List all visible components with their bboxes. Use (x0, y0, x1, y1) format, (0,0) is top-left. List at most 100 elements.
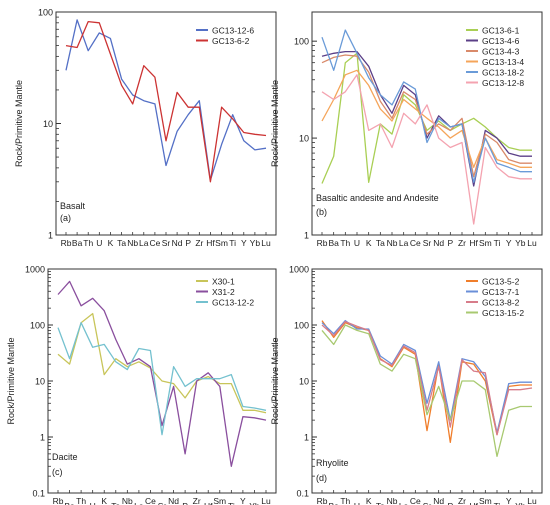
x-tick-label: Ti (229, 238, 236, 248)
x-tick-label: Nd (433, 496, 444, 505)
legend-label: GC13-5-2 (482, 277, 520, 287)
panel-label: (b) (316, 207, 327, 217)
x-tick-label: Yb (249, 501, 260, 505)
panel-c: 0.1 1 10 100 1000 Rock/Primitive Mantle RbBaTh… (6, 265, 277, 505)
y-axis-label: Rock/Primitive Mantle (6, 337, 16, 424)
y-tick-label: 10 (299, 377, 309, 387)
x-tick-label: Lu (527, 238, 537, 248)
x-tick-label: Th (340, 238, 350, 248)
x-tick-label: Nd (172, 238, 183, 248)
x-tick-label: Y (240, 496, 246, 505)
legend-label: GC13-12-2 (212, 298, 254, 308)
series-line-gc13-6-2 (65, 20, 267, 183)
y-tick-label: 100 (294, 321, 309, 331)
y-tick-label: 10 (43, 119, 53, 129)
rock-type-label: Dacite (52, 452, 78, 462)
x-tick-label: Ti (494, 501, 501, 505)
y-tick-label: 100 (294, 37, 309, 47)
legend-label: GC13-18-2 (482, 68, 524, 78)
x-tick-label: Zr (458, 496, 466, 505)
series-line-gc13-7-1 (321, 319, 532, 434)
x-tick-label: Sr (423, 501, 432, 505)
y-tick-label: 1000 (289, 265, 309, 275)
series-line-gc13-13-4 (321, 69, 532, 168)
x-tick-label: Yb (250, 238, 261, 248)
series-line-x30-1 (57, 312, 267, 414)
x-tick-label: Sm (215, 238, 228, 248)
x-tick-label: U (354, 501, 360, 505)
legend-label: GC13-8-2 (482, 298, 520, 308)
y-tick-label: 100 (38, 8, 53, 18)
x-tick-label: Sr (423, 238, 432, 248)
y-axis-label: Rock/Primitive Mantle (270, 337, 280, 424)
x-tick-label: P (185, 238, 191, 248)
x-tick-label: Ti (228, 501, 235, 505)
x-tick-label: Y (506, 496, 512, 505)
x-tick-label: Ce (410, 496, 421, 505)
legend-label: GC13-13-4 (482, 57, 524, 67)
x-tick-label: Rb (53, 496, 64, 505)
x-tick-label: Th (76, 496, 86, 505)
y-tick-label: 0.1 (296, 489, 309, 499)
x-tick-label: Y (241, 238, 247, 248)
series-line-gc13-5-2 (321, 320, 532, 444)
x-tick-label: La (399, 501, 409, 505)
series-line-gc13-15-2 (321, 324, 532, 458)
x-tick-label: Lu (261, 238, 271, 248)
legend-label: GC13-12-8 (482, 78, 524, 88)
legend-label: GC13-6-1 (482, 26, 520, 36)
x-tick-label: Ta (111, 501, 120, 505)
x-tick-label: Ti (494, 238, 501, 248)
x-tick-label: Rb (317, 496, 328, 505)
x-tick-label: K (108, 238, 114, 248)
x-tick-label: Lu (261, 496, 271, 505)
y-tick-label: 100 (30, 321, 45, 331)
x-tick-label: Sm (213, 496, 226, 505)
x-tick-label: Nb (387, 238, 398, 248)
x-tick-label: La (399, 238, 409, 248)
panel-label: (a) (60, 213, 71, 223)
rock-type-label: Basalt (60, 201, 86, 211)
x-tick-label: Sr (162, 238, 171, 248)
series-line-gc13-4-6 (321, 50, 532, 187)
y-tick-label: 10 (35, 377, 45, 387)
x-tick-label: La (139, 238, 149, 248)
x-tick-label: Zr (195, 238, 203, 248)
x-tick-label: Rb (61, 238, 72, 248)
x-tick-label: Ce (145, 496, 156, 505)
x-tick-label: Ba (64, 501, 75, 505)
x-tick-label: Nb (387, 496, 398, 505)
legend-label: GC13-12-6 (212, 26, 254, 36)
y-axis-label: Rock/Primitive Mantle (270, 80, 280, 167)
y-tick-label: 1000 (25, 265, 45, 275)
series-line-gc13-4-3 (321, 54, 532, 178)
y-tick-label: 0.1 (32, 489, 45, 499)
legend-label: GC13-4-3 (482, 47, 520, 57)
y-axis-label: Rock/Primitive Mantle (14, 80, 24, 167)
x-tick-label: Sr (158, 501, 167, 505)
series-line-gc13-12-8 (321, 74, 532, 225)
x-tick-label: Y (506, 238, 512, 248)
series-line-gc13-12-6 (65, 19, 267, 181)
rock-type-label: Basaltic andesite and Andesite (316, 193, 439, 203)
rock-type-label: Rhyolite (316, 458, 349, 468)
legend-label: GC13-15-2 (482, 308, 524, 318)
x-tick-label: Lu (527, 496, 537, 505)
x-tick-label: Nd (168, 496, 179, 505)
legend-label: X30-1 (212, 277, 235, 287)
x-tick-label: Hf (206, 238, 215, 248)
legend-label: GC13-4-6 (482, 36, 520, 46)
x-tick-label: Th (83, 238, 93, 248)
legend-label: GC13-7-1 (482, 287, 520, 297)
x-tick-label: Th (340, 496, 350, 505)
x-tick-label: Yb (515, 501, 526, 505)
x-tick-label: K (366, 238, 372, 248)
y-tick-label: 10 (299, 134, 309, 144)
y-tick-label: 1 (48, 231, 53, 241)
x-tick-label: Hf (204, 501, 213, 505)
x-tick-label: Ce (149, 238, 160, 248)
x-tick-label: U (354, 238, 360, 248)
